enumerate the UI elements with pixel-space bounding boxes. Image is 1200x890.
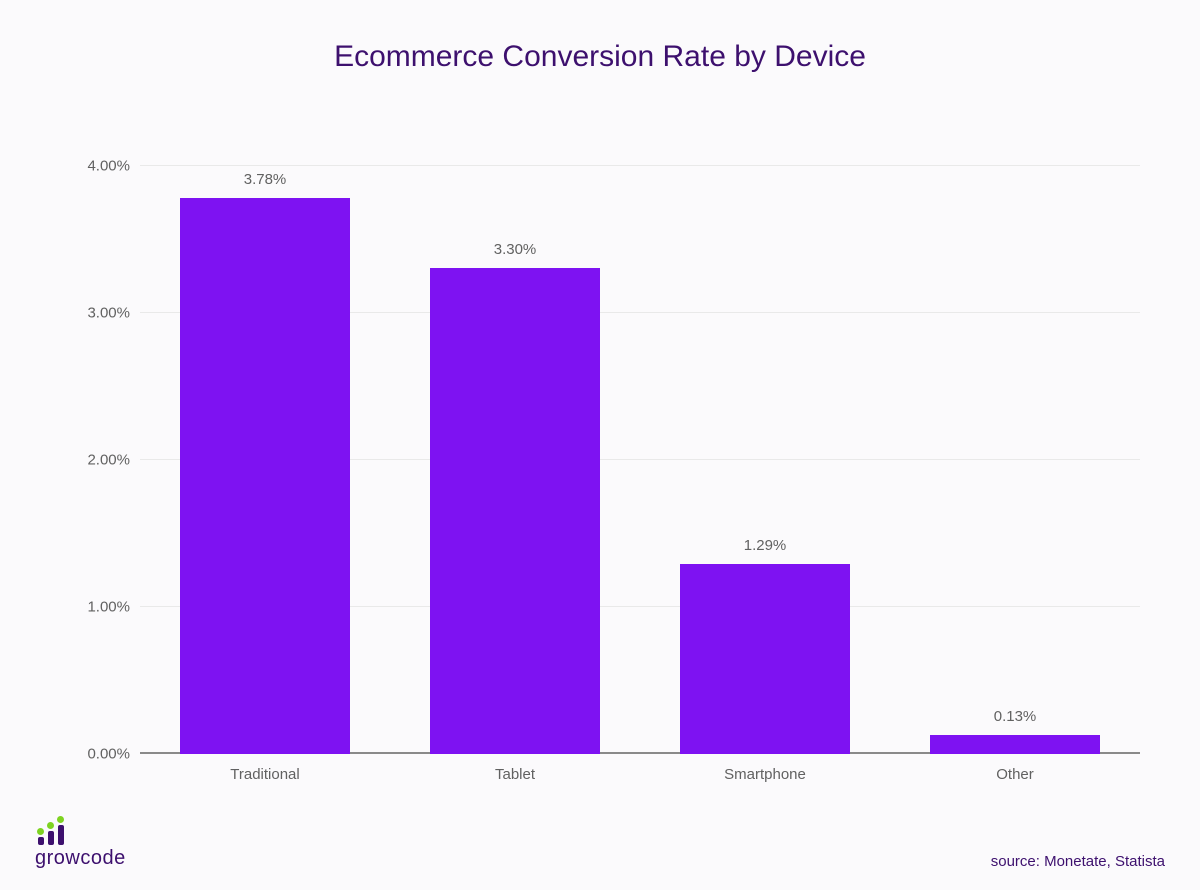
growcode-logo: growcode xyxy=(35,821,126,870)
ytick-label: 1.00% xyxy=(87,598,130,615)
bar-value-label: 0.13% xyxy=(994,708,1037,725)
xtick-label: Traditional xyxy=(230,766,299,783)
xtick-label: Other xyxy=(996,766,1034,783)
plot-area: 0.00%1.00%2.00%3.00%4.00%3.78%Traditiona… xyxy=(140,114,1140,754)
logo-bars-icon xyxy=(37,821,64,845)
logo-text: growcode xyxy=(35,847,126,870)
ytick-label: 2.00% xyxy=(87,451,130,468)
chart-title: Ecommerce Conversion Rate by Device xyxy=(30,40,1170,74)
chart-container: 0.00% 1.00% 2.00% 3.00% 4.00% 3.78% Traditiona… xyxy=(30,104,1170,794)
gridline xyxy=(140,165,1140,166)
ytick-label: 0.00% xyxy=(87,746,130,763)
bar-value-label: 3.30% xyxy=(494,241,537,258)
ytick-label: 4.00% xyxy=(87,157,130,174)
footer: growcode source: Monetate, Statista xyxy=(35,821,1165,870)
ytick-label: 3.00% xyxy=(87,304,130,321)
page-root: Ecommerce Conversion Rate by Device 0.00… xyxy=(0,0,1200,890)
bar-value-label: 3.78% xyxy=(244,171,287,188)
bar: 3.30% xyxy=(430,268,600,754)
bar-value-label: 1.29% xyxy=(744,537,787,554)
xtick-label: Tablet xyxy=(495,766,535,783)
source-attribution: source: Monetate, Statista xyxy=(991,853,1165,870)
bar: 0.13% xyxy=(930,735,1100,754)
bar: 3.78% xyxy=(180,198,350,754)
xtick-label: Smartphone xyxy=(724,766,806,783)
bar: 1.29% xyxy=(680,564,850,754)
